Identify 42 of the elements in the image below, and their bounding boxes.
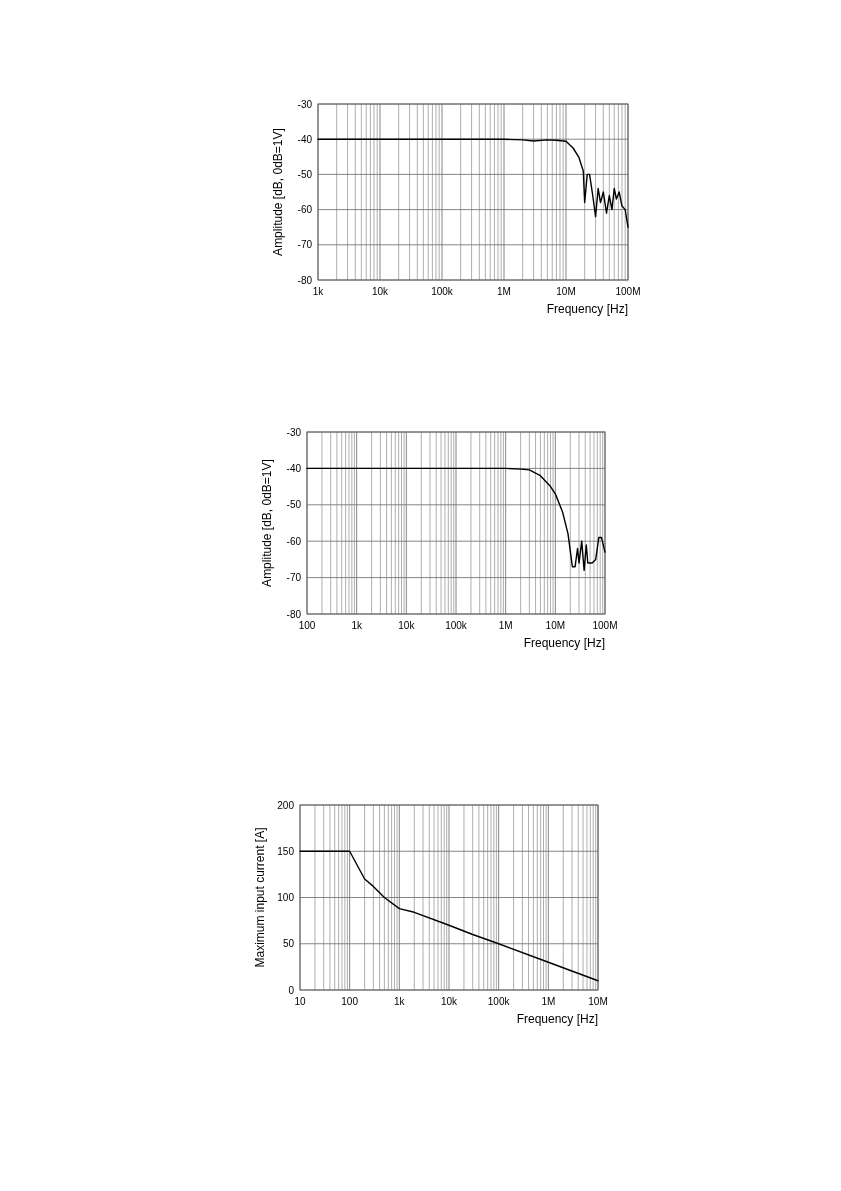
y-tick-label: -40 (297, 133, 313, 145)
x-tick-label: 1k (394, 996, 406, 1007)
y-tick-label: -30 (286, 426, 302, 438)
y-tick-label: -80 (297, 274, 313, 286)
x-tick-label: 10M (556, 286, 576, 297)
y-tick-label: -50 (286, 499, 302, 511)
y-tick-label: -70 (297, 239, 313, 251)
x-tick-label: 10k (371, 286, 390, 297)
x-axis-title: Frequency [Hz] (546, 302, 628, 316)
y-tick-label: -60 (297, 204, 313, 216)
x-tick-label: 10 (294, 996, 306, 1007)
y-axis-title: Amplitude [dB, 0dB=1V] (271, 128, 285, 256)
y-tick-label: 50 (282, 938, 295, 950)
x-tick-label: 100k (445, 620, 468, 631)
x-tick-label: 1k (312, 286, 325, 297)
x-tick-label: 10k (398, 620, 416, 631)
x-axis-title: Frequency [Hz] (516, 1012, 598, 1026)
y-tick-label: 0 (288, 984, 295, 996)
x-axis-title: Frequency [Hz] (523, 636, 605, 650)
y-tick-label: -50 (297, 168, 313, 180)
x-tick-label: 100M (592, 620, 618, 631)
y-tick-label: -80 (286, 608, 302, 620)
y-axis-title: Amplitude [dB, 0dB=1V] (260, 459, 274, 587)
y-axis-title: Maximum input current [A] (253, 827, 267, 968)
x-tick-label: 100M (615, 286, 641, 297)
x-tick-label: 100k (431, 286, 454, 297)
x-tick-label: 100 (341, 996, 359, 1007)
x-tick-label: 1M (497, 286, 511, 297)
y-tick-label: -60 (286, 535, 302, 547)
y-tick-label: -70 (286, 572, 302, 584)
x-tick-label: 10M (588, 996, 608, 1007)
y-tick-label: 100 (277, 892, 295, 903)
x-tick-label: 1M (498, 620, 513, 631)
y-tick-label: 200 (277, 799, 295, 811)
x-tick-label: 1k (351, 620, 363, 631)
y-tick-label: -40 (286, 462, 302, 474)
x-tick-label: 1M (541, 996, 556, 1007)
x-tick-label: 10k (440, 996, 459, 1007)
x-tick-label: 10M (545, 620, 566, 631)
x-tick-label: 100k (487, 996, 511, 1007)
y-tick-label: 150 (277, 845, 295, 857)
y-tick-label: -30 (297, 98, 313, 110)
